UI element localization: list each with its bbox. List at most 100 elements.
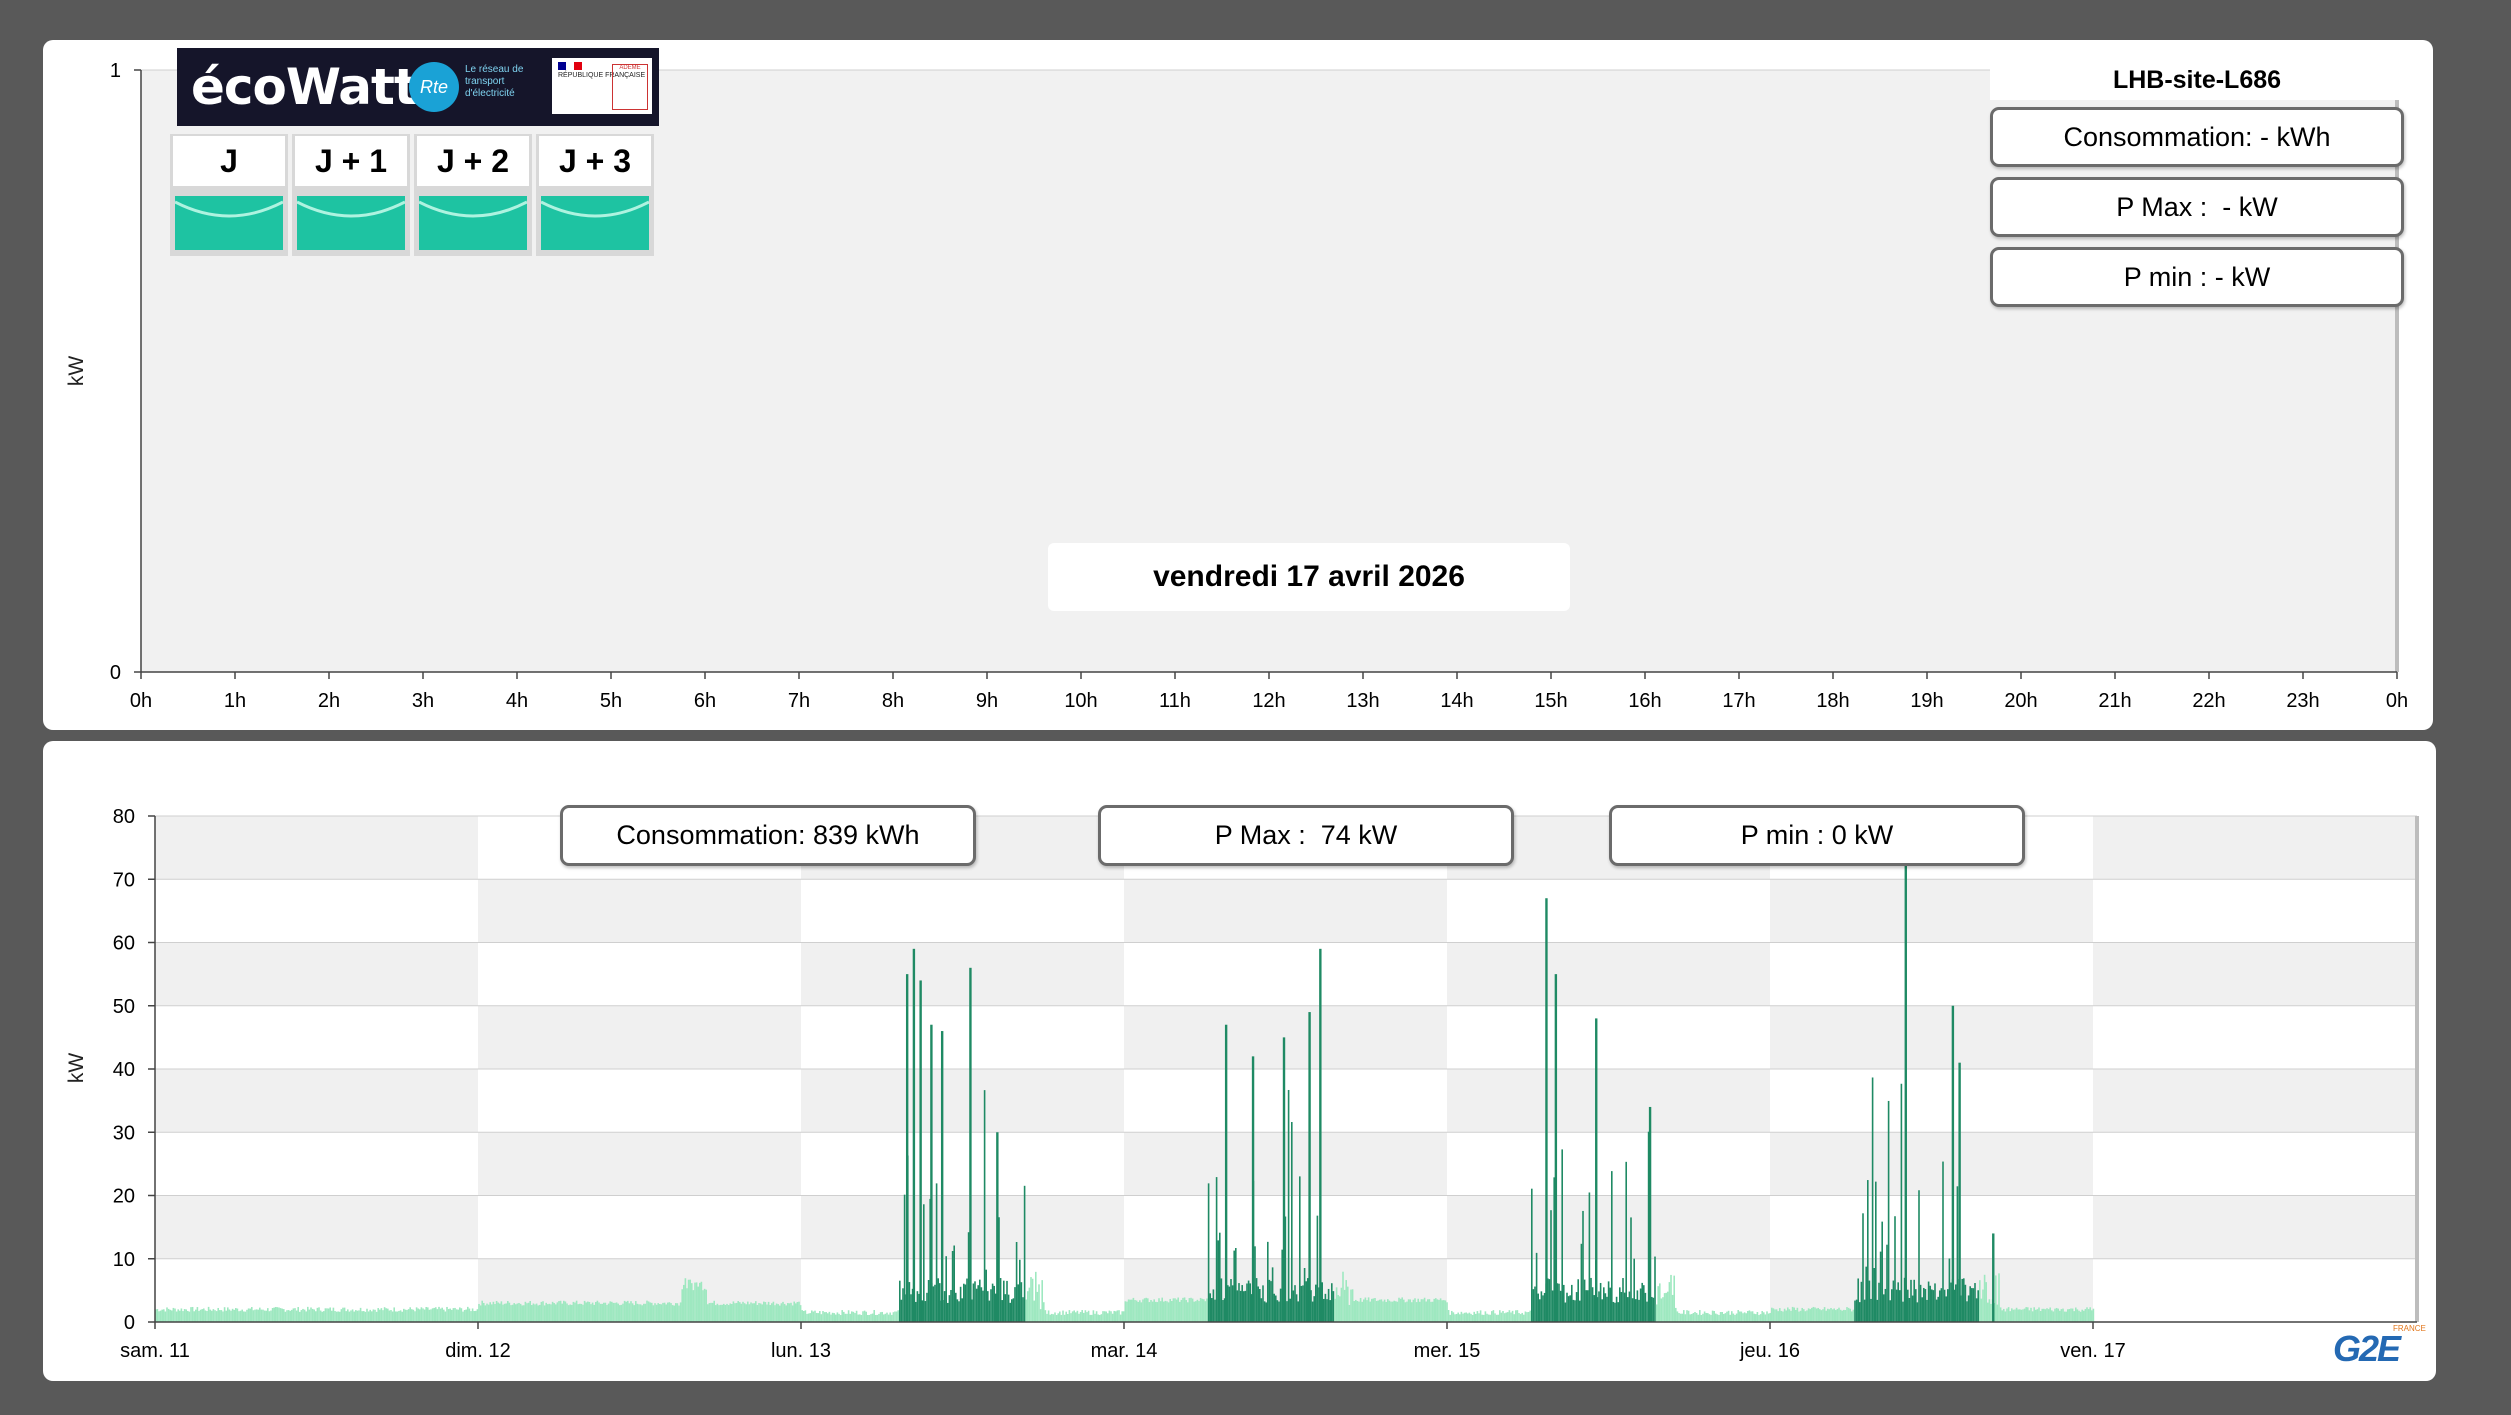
consumption-bar [1817,1307,1819,1322]
weekly-consumption-box: Consommation: 839 kWh [560,805,976,866]
consumption-bar [756,1305,759,1322]
consumption-bar [2081,1309,2083,1322]
consumption-bar [607,1303,610,1322]
consumption-bar [1684,1314,1687,1322]
consumption-bar [307,1306,309,1322]
consumption-bar [1542,1295,1544,1322]
consumption-bar [2039,1311,2042,1322]
ecowatt-signal-green [297,196,405,250]
consumption-bar [286,1310,288,1322]
consumption-bar [1023,1185,1026,1322]
consumption-bar [1075,1312,1077,1322]
consumption-bar [428,1309,431,1322]
consumption-bar [870,1314,872,1322]
x-tick-label: 1h [224,690,246,712]
consumption-bar [559,1300,562,1322]
ecowatt-widget[interactable]: écoWatt Rte Le réseau de transport d'éle… [170,48,660,260]
consumption-bar [958,1301,960,1322]
consumption-bar [207,1306,210,1322]
consumption-bar [723,1303,725,1322]
consumption-bar [1579,1300,1581,1322]
consumption-bar [1740,1311,1743,1322]
consumption-bar [1932,1290,1935,1322]
consumption-bar [972,1283,975,1322]
consumption-bar [369,1309,371,1322]
consumption-bar [777,1304,779,1322]
consumption-bar [1318,1287,1320,1322]
consumption-bar [1820,1310,1823,1322]
consumption-bar [812,1311,815,1322]
consumption-bar [155,1309,157,1322]
y-tick-label: 40 [113,1059,135,1081]
consumption-bar [1537,1293,1539,1322]
plot-band [1447,942,1770,1006]
consumption-bar [550,1304,552,1322]
consumption-bar [708,1303,711,1322]
consumption-bar [1657,1286,1659,1322]
consumption-bar [1030,1277,1032,1322]
plot-band [2093,1132,2416,1196]
consumption-bar [1982,1289,1984,1322]
consumption-bar [511,1304,514,1322]
consumption-bar [1846,1307,1848,1322]
consumption-bar [979,1279,981,1322]
consumption-bar [374,1309,376,1322]
consumption-bar [1865,1266,1867,1322]
consumption-bar [937,1278,939,1322]
consumption-bar [1884,1288,1887,1322]
consumption-bar [1891,1289,1893,1322]
consumption-bar [1481,1314,1483,1322]
consumption-bar [1511,1310,1514,1322]
consumption-bar [195,1309,197,1322]
consumption-bar [841,1310,843,1322]
consumption-bar [1628,1291,1631,1322]
consumption-bar [687,1279,690,1322]
consumption-peak-bar [1282,1037,1286,1322]
consumption-bar [1422,1299,1424,1322]
consumption-bar [1771,1307,1773,1322]
plot-band [155,1069,478,1133]
consumption-bar [2043,1308,2045,1322]
plot-band [1770,1132,2093,1196]
consumption-bar [347,1309,349,1322]
consumption-bar [1332,1291,1335,1322]
consumption-bar [683,1284,685,1322]
consumption-bar [1289,1298,1291,1322]
consumption-bar [1428,1299,1431,1322]
g2e-logo[interactable]: G2E FRANCE [2325,1324,2426,1374]
consumption-bar [1057,1313,1059,1322]
consumption-bar [1748,1310,1751,1322]
consumption-bar [1911,1295,1914,1322]
consumption-bar [351,1309,354,1322]
consumption-bar [1430,1301,1432,1322]
consumption-bar [1436,1299,1439,1322]
consumption-bar [1377,1300,1379,1322]
consumption-bar [222,1311,224,1322]
consumption-bar [796,1302,799,1322]
consumption-bar [2003,1308,2005,1322]
consumption-bar [1238,1283,1240,1322]
consumption-bar [1881,1221,1883,1322]
consumption-bar [990,1289,992,1322]
consumption-bar [1559,1290,1562,1322]
consumption-bar [385,1308,387,1322]
consumption-bar [483,1302,485,1322]
consumption-bar [1953,1289,1955,1322]
consumption-bar [569,1304,571,1322]
consumption-bar [1111,1313,1114,1322]
y-axis-label: kW [65,1053,88,1084]
consumption-bar [551,1301,554,1322]
consumption-bar [1729,1314,1731,1322]
consumption-bar [1777,1311,1779,1322]
consumption-bar [1311,1301,1314,1322]
consumption-bar [2073,1311,2075,1322]
consumption-bar [596,1300,599,1322]
consumption-bar [662,1302,664,1322]
consumption-bar [319,1310,322,1322]
consumption-bar [2041,1308,2043,1322]
consumption-bar [287,1310,290,1322]
consumption-bar [622,1303,624,1322]
consumption-bar [411,1309,413,1322]
consumption-bar [980,1287,983,1322]
consumption-bar [985,1269,987,1322]
